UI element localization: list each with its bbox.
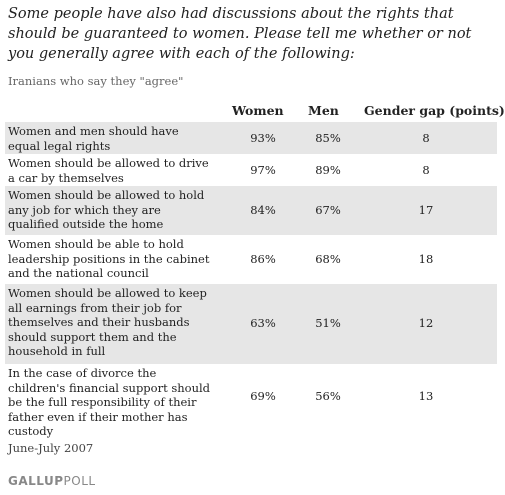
men-value: 67% bbox=[315, 203, 341, 217]
gap-value: 8 bbox=[422, 131, 430, 145]
row-label: Women should be allowed to hold any job … bbox=[8, 188, 205, 231]
row-label: Women should be able to hold leadership … bbox=[8, 237, 210, 280]
men-value: 68% bbox=[315, 252, 341, 266]
women-value: 69% bbox=[250, 389, 276, 403]
gap-value: 8 bbox=[422, 163, 430, 177]
table-row: Women should be allowed to keep all earn… bbox=[5, 284, 497, 364]
gap-value: 13 bbox=[418, 389, 434, 403]
men-value: 56% bbox=[315, 389, 341, 403]
women-value: 93% bbox=[250, 131, 276, 145]
gap-value: 17 bbox=[418, 203, 434, 217]
gap-value: 18 bbox=[418, 252, 434, 266]
row-label: Women and men should have equal legal ri… bbox=[8, 124, 179, 153]
column-header-women: Women bbox=[232, 103, 284, 118]
footnote-date: June-July 2007 bbox=[8, 441, 94, 455]
gallup-poll-logo: GALLUPPOLL bbox=[8, 474, 96, 488]
women-value: 84% bbox=[250, 203, 276, 217]
column-header-gender-gap: Gender gap (points) bbox=[364, 103, 505, 118]
chart-title: Some people have also had discussions ab… bbox=[8, 6, 472, 62]
table-row: Women and men should have equal legal ri… bbox=[5, 122, 497, 154]
women-value: 86% bbox=[250, 252, 276, 266]
row-label: In the case of divorce the children's fi… bbox=[8, 366, 211, 438]
column-header-men: Men bbox=[308, 103, 339, 118]
women-value: 63% bbox=[250, 316, 276, 330]
chart-subtitle: Iranians who say they "agree" bbox=[8, 74, 184, 88]
gap-value: 12 bbox=[418, 316, 434, 330]
row-label: Women should be allowed to keep all earn… bbox=[8, 286, 207, 358]
men-value: 51% bbox=[315, 316, 341, 330]
logo-brand: GALLUP bbox=[8, 474, 64, 488]
table-row: Women should be able to hold leadership … bbox=[5, 235, 497, 284]
table-row: Women should be allowed to hold any job … bbox=[5, 186, 497, 235]
row-label: Women should be allowed to drive a car b… bbox=[8, 156, 209, 185]
table-row: Women should be allowed to drive a car b… bbox=[5, 154, 497, 186]
women-value: 97% bbox=[250, 163, 276, 177]
table-row: In the case of divorce the children's fi… bbox=[5, 364, 497, 438]
logo-poll: POLL bbox=[63, 474, 96, 488]
table-body: Women and men should have equal legal ri… bbox=[5, 122, 497, 438]
men-value: 85% bbox=[315, 131, 341, 145]
men-value: 89% bbox=[315, 163, 341, 177]
